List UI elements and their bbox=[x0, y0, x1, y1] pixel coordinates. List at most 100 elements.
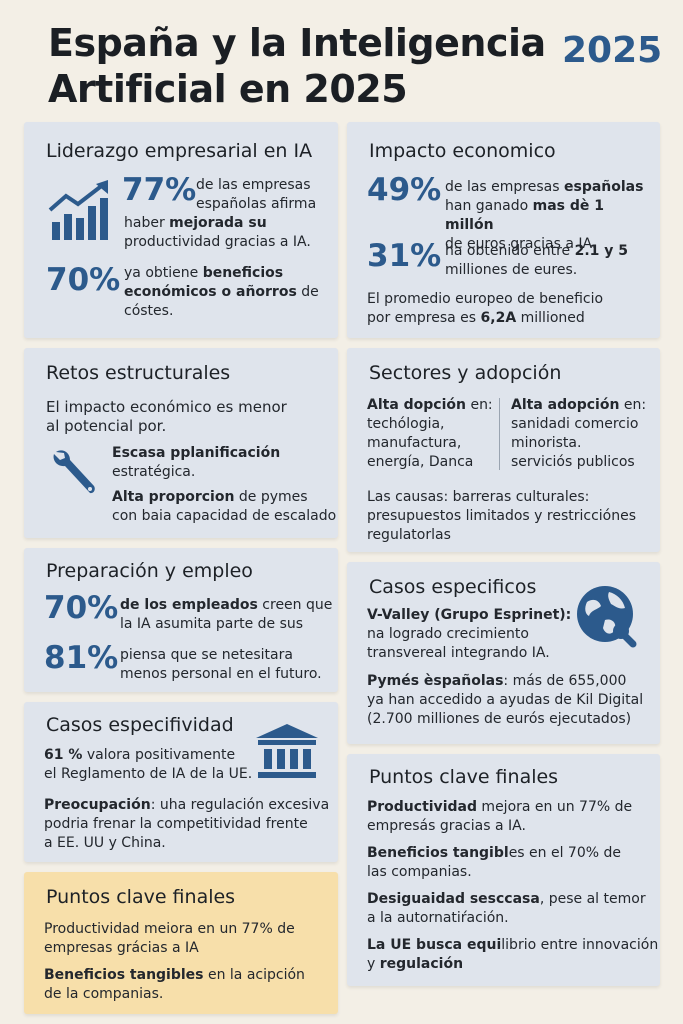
line: al potencial por. bbox=[46, 417, 167, 435]
text: , pese al temor bbox=[539, 891, 646, 907]
page-title: España y la Inteligencia Artificial en 2… bbox=[48, 20, 548, 112]
text: creen que bbox=[257, 597, 333, 613]
text-bold: Escasa pplanificación bbox=[112, 445, 281, 461]
line: de las empresas bbox=[196, 177, 311, 193]
line: económicos o añorros de bbox=[124, 283, 334, 302]
text-bold: Desiguaidad sesccasa bbox=[367, 891, 540, 907]
line: Desiguaidad sesccasa, pese al temor bbox=[367, 890, 659, 909]
text: haber bbox=[124, 215, 170, 231]
card-sectores: Sectores y adopción Alta dopción en: tec… bbox=[347, 348, 660, 552]
line: sanidadi comercio bbox=[511, 416, 639, 432]
puntos-left-p2: Beneficios tangibles en la acipción de l… bbox=[44, 966, 336, 1004]
line: han ganado mas dè 1 millón bbox=[445, 197, 655, 235]
stat-70-text: ya obtiene beneficios económicos o añorr… bbox=[124, 264, 334, 321]
line: la IA asumita parte de sus bbox=[120, 616, 304, 632]
stat-49-text: de las empresas españolas han ganado mas… bbox=[445, 178, 655, 254]
text-bold: Beneficios tangibles bbox=[44, 967, 204, 983]
title-line-1: España y la Inteligencia bbox=[48, 21, 546, 65]
card-impacto: Impacto economico 49% de las empresas es… bbox=[347, 122, 660, 338]
card-title: Casos especifividad bbox=[46, 714, 234, 736]
text: en: bbox=[466, 397, 493, 413]
line: El impacto económico es menor bbox=[46, 398, 287, 416]
card-title: Sectores y adopción bbox=[369, 362, 562, 384]
line: Las causas: barreras culturales: bbox=[367, 489, 590, 505]
line: Preocupación: uha regulación excesiva bbox=[44, 796, 336, 815]
text-bold: de los empleados bbox=[120, 597, 258, 613]
line: de la companias. bbox=[44, 986, 164, 1002]
retos-intro: El impacto económico es menor al potenci… bbox=[46, 398, 326, 436]
card-casos-especifividad: Casos especifividad 61 % valora positiva… bbox=[24, 702, 338, 862]
line: Alta adopción en: bbox=[511, 396, 657, 415]
line: empresas grácias a IA bbox=[44, 940, 199, 956]
line: techólogia, bbox=[367, 416, 445, 432]
text-bold: mas dè 1 millón bbox=[445, 198, 604, 233]
text-bold: Productividad bbox=[367, 799, 477, 815]
stat-31: 31% bbox=[367, 238, 442, 274]
line: de las empresas españolas bbox=[445, 178, 655, 197]
casos-p2: Pymés èspañolas: más de 655,000 ya han a… bbox=[367, 672, 659, 729]
sectores-causas: Las causas: barreras culturales: presupu… bbox=[367, 488, 657, 545]
text: en la acipción bbox=[203, 967, 305, 983]
text-bold: 61 % bbox=[44, 747, 83, 763]
institution-icon bbox=[256, 724, 318, 778]
text: : más de 655,000 bbox=[503, 673, 627, 689]
globe-icon bbox=[577, 586, 637, 648]
card-puntos-clave-left: Puntos clave finales Productividad meior… bbox=[24, 872, 338, 1014]
year-label: 2025 bbox=[562, 30, 663, 71]
line: transvereal integrando IA. bbox=[367, 645, 550, 661]
card-title: Puntos clave finales bbox=[369, 766, 559, 788]
card-title: Impacto economico bbox=[369, 140, 556, 162]
stat-70-empleados-text: de los empleados creen que la IA asumita… bbox=[120, 596, 336, 634]
text: : uha regulación excesiva bbox=[150, 797, 330, 813]
sectores-col-1: Alta dopción en: techólogia, manufactura… bbox=[367, 396, 497, 472]
line: ya han accedido a ayudas de Kil Digital bbox=[367, 692, 644, 708]
text-bold: regulación bbox=[379, 956, 464, 972]
line: piensa que se netesitara bbox=[120, 647, 293, 663]
line: podria frenar la competitividad frente bbox=[44, 816, 308, 832]
text: valora positivamente bbox=[82, 747, 236, 763]
text: en: bbox=[619, 397, 647, 413]
line: na logrado crecimiento bbox=[367, 626, 529, 642]
line: con baia capacidad de escalado bbox=[112, 508, 337, 524]
stat-31-text: ha obtenido entre 2.1 y 5 milliones de e… bbox=[445, 242, 655, 280]
text: y bbox=[367, 956, 380, 972]
line: haber mejorada su bbox=[124, 214, 334, 233]
text-bold: Preocupación bbox=[44, 797, 151, 813]
text: mejora en un 77% de bbox=[476, 799, 633, 815]
line: energía, Danca bbox=[367, 454, 474, 470]
column-divider bbox=[499, 398, 500, 470]
line: ya obtiene beneficios bbox=[124, 264, 334, 283]
line: Beneficios tangibles en la acipción bbox=[44, 966, 336, 985]
line: Productividad meiora en un 77% de bbox=[44, 921, 295, 937]
card-liderazgo: Liderazgo empresarial en IA 77% de las e… bbox=[24, 122, 338, 338]
text: han ganado bbox=[445, 198, 533, 214]
line: presupuestos limitados y restricciónes bbox=[367, 508, 637, 524]
card-puntos-clave-right: Puntos clave finales Productividad mejor… bbox=[347, 754, 660, 986]
line: menos personal en el futuro. bbox=[120, 666, 322, 682]
text: de bbox=[296, 284, 319, 300]
stat-70-empleados: 70% bbox=[44, 590, 119, 626]
text: ha obtenido entre bbox=[445, 243, 575, 259]
line: Pymés èspañolas: más de 655,000 bbox=[367, 672, 659, 691]
text-bold: mejorada su bbox=[169, 215, 267, 231]
text-bold: beneficios bbox=[202, 265, 284, 281]
text-bold: Alta dopción bbox=[367, 397, 466, 413]
impacto-average-text: El promedio europeo de beneficio por emp… bbox=[367, 290, 657, 328]
line: las companias. bbox=[367, 864, 472, 880]
stat-70: 70% bbox=[46, 262, 121, 298]
line: minorista. bbox=[511, 435, 582, 451]
line: serviciós publicos bbox=[511, 454, 635, 470]
line: a la autornatiŕación. bbox=[367, 910, 509, 926]
stat-77-text: de las empresas españolas afirma haber m… bbox=[124, 176, 334, 252]
line: La UE busca equilibrio entre innovación bbox=[367, 936, 659, 955]
line: Escasa pplanificación bbox=[112, 444, 338, 463]
text-bold: 2.1 y 5 bbox=[574, 243, 629, 259]
text: por empresa es bbox=[367, 310, 481, 326]
card-casos-especificos: Casos especificos V-Valley (Grupo Esprin… bbox=[347, 562, 660, 744]
line: cóstes. bbox=[124, 303, 174, 319]
wrench-icon bbox=[53, 450, 95, 494]
text-bold: 6,2A bbox=[480, 310, 517, 326]
line: regulatorlas bbox=[367, 527, 451, 543]
stat-49: 49% bbox=[367, 172, 442, 208]
puntos-right-p3: Desiguaidad sesccasa, pese al temor a la… bbox=[367, 890, 659, 928]
